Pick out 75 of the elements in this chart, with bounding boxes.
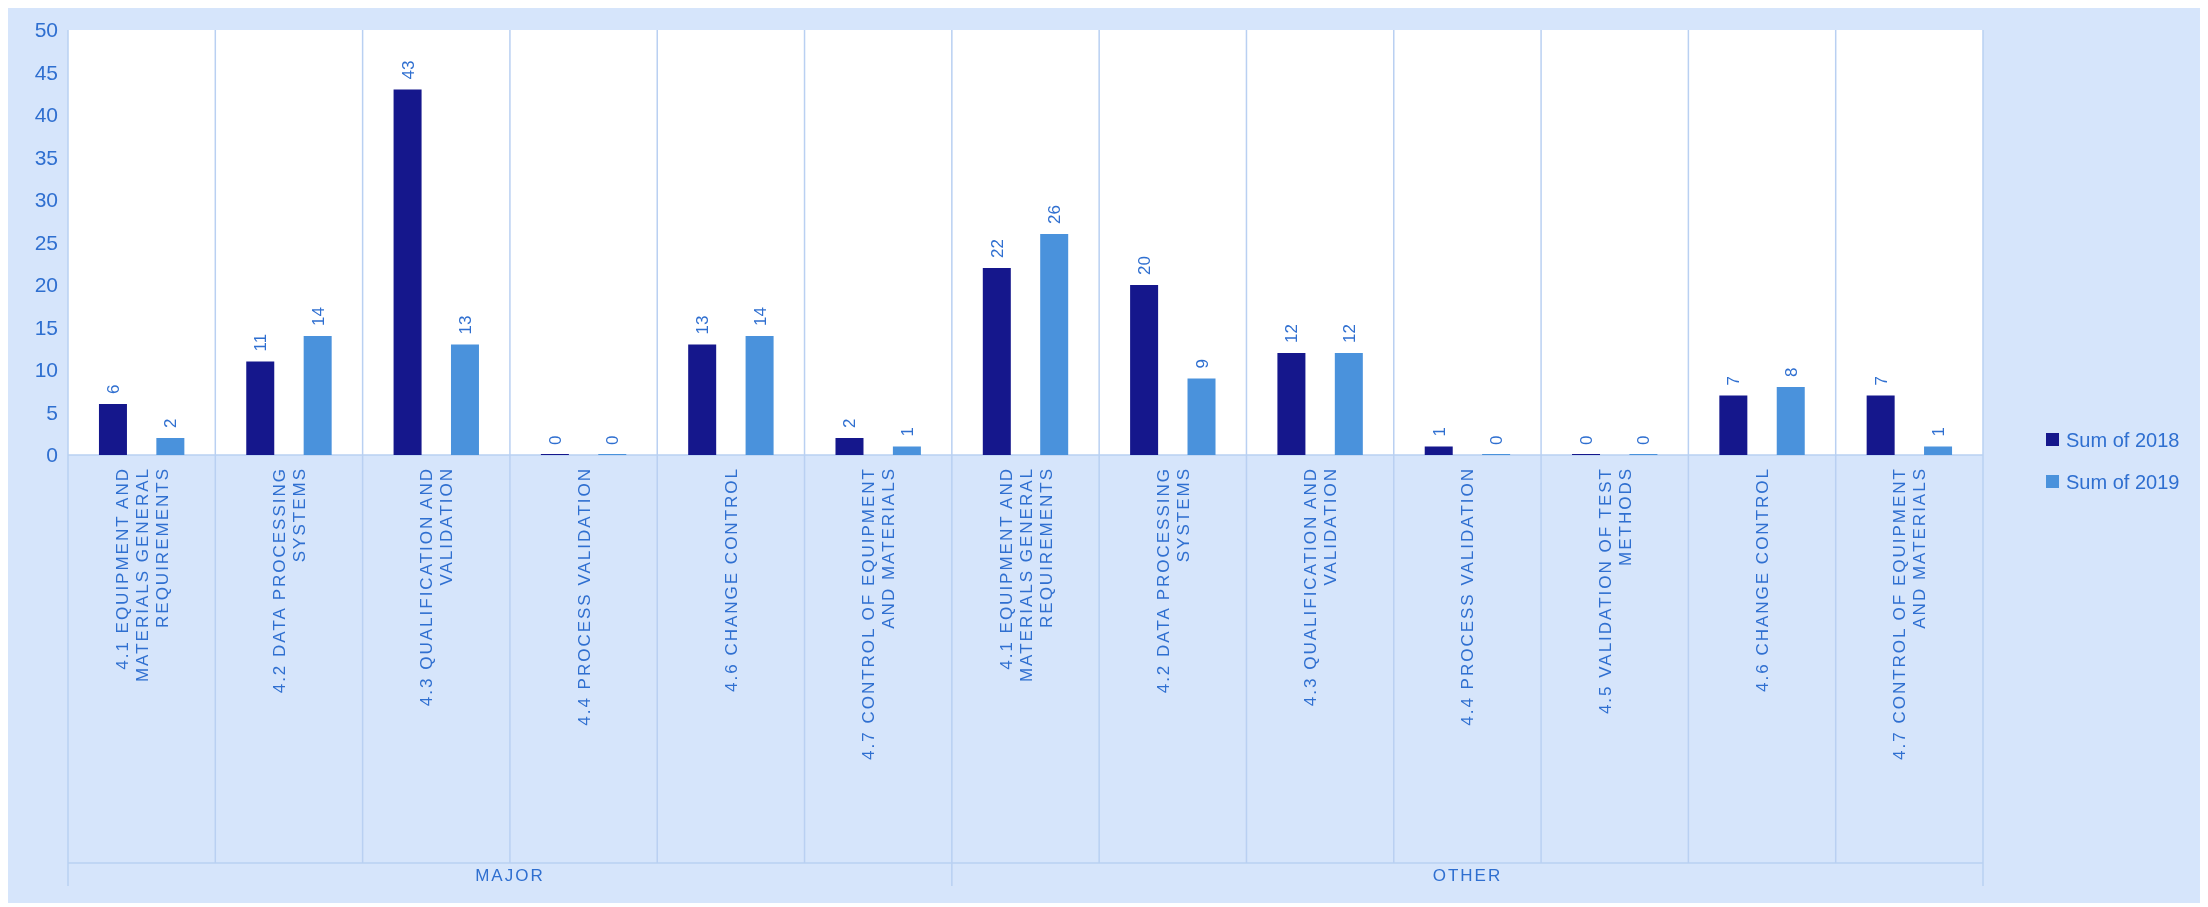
data-label: 12 — [1339, 324, 1359, 343]
y-tick-label: 0 — [46, 443, 58, 467]
data-label: 13 — [693, 315, 713, 335]
x-tick-label: 4.5 VALIDATION OF TEST METHODS — [1595, 467, 1635, 715]
bar — [688, 344, 717, 455]
bar — [982, 268, 1011, 455]
bar — [1334, 353, 1363, 455]
x-tick-label: 4.6 CHANGE CONTROL — [721, 467, 741, 692]
data-label: 13 — [455, 315, 475, 335]
data-label: 8 — [1781, 367, 1801, 377]
data-label: 0 — [1577, 435, 1597, 445]
data-label: 0 — [603, 435, 623, 445]
x-tick-label: 4.3 QUALIFICATION AND VALIDATION — [1301, 467, 1341, 707]
data-label: 1 — [1429, 427, 1449, 437]
bar — [892, 446, 921, 455]
data-label: 1 — [897, 427, 917, 437]
y-tick-label: 5 — [46, 400, 58, 424]
x-tick-label: 4.4 PROCESS VALIDATION — [574, 467, 594, 726]
y-tick-label: 45 — [34, 60, 58, 84]
data-label: 14 — [750, 307, 770, 326]
x-tick-label: 4.3 QUALIFICATION AND VALIDATION — [417, 467, 457, 707]
x-tick-label: 4.4 PROCESS VALIDATION — [1458, 467, 1478, 726]
bar — [1277, 353, 1306, 455]
y-tick-label: 40 — [34, 103, 58, 127]
data-label: 14 — [308, 307, 328, 326]
data-label: 20 — [1135, 256, 1155, 275]
y-tick-label: 15 — [34, 315, 58, 339]
data-label: 22 — [987, 239, 1007, 258]
y-tick-label: 10 — [34, 358, 58, 382]
x-tick-label: 4.1 EQUIPMENT AND MATERIALS GENERAL REQUIREMENTS — [112, 467, 172, 683]
bar — [450, 344, 479, 455]
data-label: 26 — [1045, 205, 1065, 224]
bar — [1424, 446, 1453, 455]
x-tick-label: 4.6 CHANGE CONTROL — [1753, 467, 1773, 692]
x-tick-label: 4.7 CONTROL OF EQUIPMENT AND MATERIALS — [1890, 467, 1930, 760]
bar — [303, 336, 332, 455]
y-tick-label: 20 — [34, 273, 58, 297]
x-tick-label: 4.2 DATA PROCESSING SYSTEMS — [269, 467, 309, 694]
data-label: 7 — [1724, 376, 1744, 386]
y-tick-label: 25 — [34, 230, 58, 254]
bar — [1130, 285, 1159, 455]
bar — [393, 89, 422, 455]
data-label: 9 — [1192, 359, 1212, 369]
bar — [1776, 387, 1805, 455]
bar — [835, 438, 864, 455]
data-label: 2 — [161, 418, 181, 428]
data-label: 0 — [1487, 435, 1507, 445]
bar — [1187, 378, 1216, 455]
bar — [246, 361, 275, 455]
text: OTHER — [1432, 866, 1503, 885]
data-label: 0 — [545, 435, 565, 445]
data-label: 2 — [840, 418, 860, 428]
x-tick-label: 4.1 EQUIPMENT AND MATERIALS GENERAL REQUIREMENTS — [996, 467, 1056, 683]
data-label: 7 — [1871, 376, 1891, 386]
data-label: 6 — [103, 384, 123, 394]
y-tick-label: 30 — [34, 188, 58, 212]
data-label: 43 — [398, 60, 418, 80]
data-label: 1 — [1929, 427, 1949, 437]
data-label: 11 — [251, 333, 271, 352]
bar — [1719, 395, 1748, 455]
bar — [98, 404, 127, 455]
data-label: 0 — [1634, 435, 1654, 445]
y-tick-label: 35 — [34, 145, 58, 169]
text: MAJOR — [475, 866, 545, 885]
y-tick-label: 50 — [34, 18, 58, 42]
bar — [1040, 234, 1069, 455]
data-label: 12 — [1282, 324, 1302, 343]
bar — [156, 438, 185, 455]
legend-label: Sum of 2018 — [2066, 429, 2180, 451]
bar — [745, 336, 774, 455]
x-tick-label: 4.7 CONTROL OF EQUIPMENT AND MATERIALS — [859, 467, 899, 760]
legend-label: Sum of 2019 — [2066, 471, 2180, 493]
x-tick-label: 4.2 DATA PROCESSING SYSTEMS — [1153, 467, 1193, 694]
bar — [1924, 446, 1953, 455]
bar — [1866, 395, 1895, 455]
